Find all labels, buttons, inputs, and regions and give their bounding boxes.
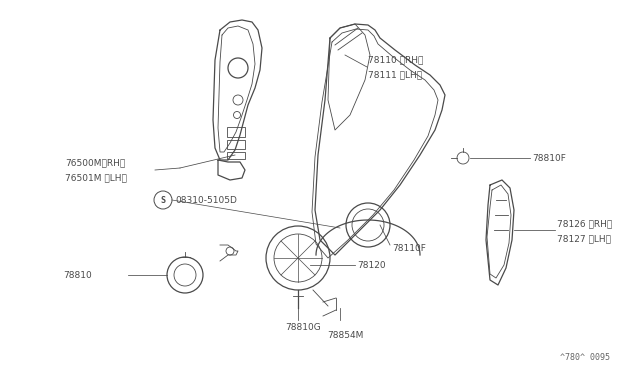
Text: 78810G: 78810G bbox=[285, 324, 321, 333]
Text: 78120: 78120 bbox=[357, 260, 386, 269]
Text: 78810F: 78810F bbox=[532, 154, 566, 163]
Text: ^780^ 0095: ^780^ 0095 bbox=[560, 353, 610, 362]
Text: 78111 〈LH〉: 78111 〈LH〉 bbox=[368, 71, 422, 80]
Text: 78810: 78810 bbox=[63, 270, 92, 279]
Text: 78110 〈RH〉: 78110 〈RH〉 bbox=[368, 55, 424, 64]
Text: 78126 〈RH〉: 78126 〈RH〉 bbox=[557, 219, 612, 228]
Text: 78127 〈LH〉: 78127 〈LH〉 bbox=[557, 234, 611, 244]
Text: 76501M 〈LH〉: 76501M 〈LH〉 bbox=[65, 173, 127, 183]
Bar bbox=[227, 127, 245, 137]
Text: S: S bbox=[161, 196, 166, 205]
Text: 76500M〈RH〉: 76500M〈RH〉 bbox=[65, 158, 125, 167]
Text: 78110F: 78110F bbox=[392, 244, 426, 253]
Text: 08310-5105D: 08310-5105D bbox=[175, 196, 237, 205]
Bar bbox=[227, 140, 245, 149]
Bar bbox=[227, 152, 245, 159]
Text: 78854M: 78854M bbox=[327, 330, 364, 340]
